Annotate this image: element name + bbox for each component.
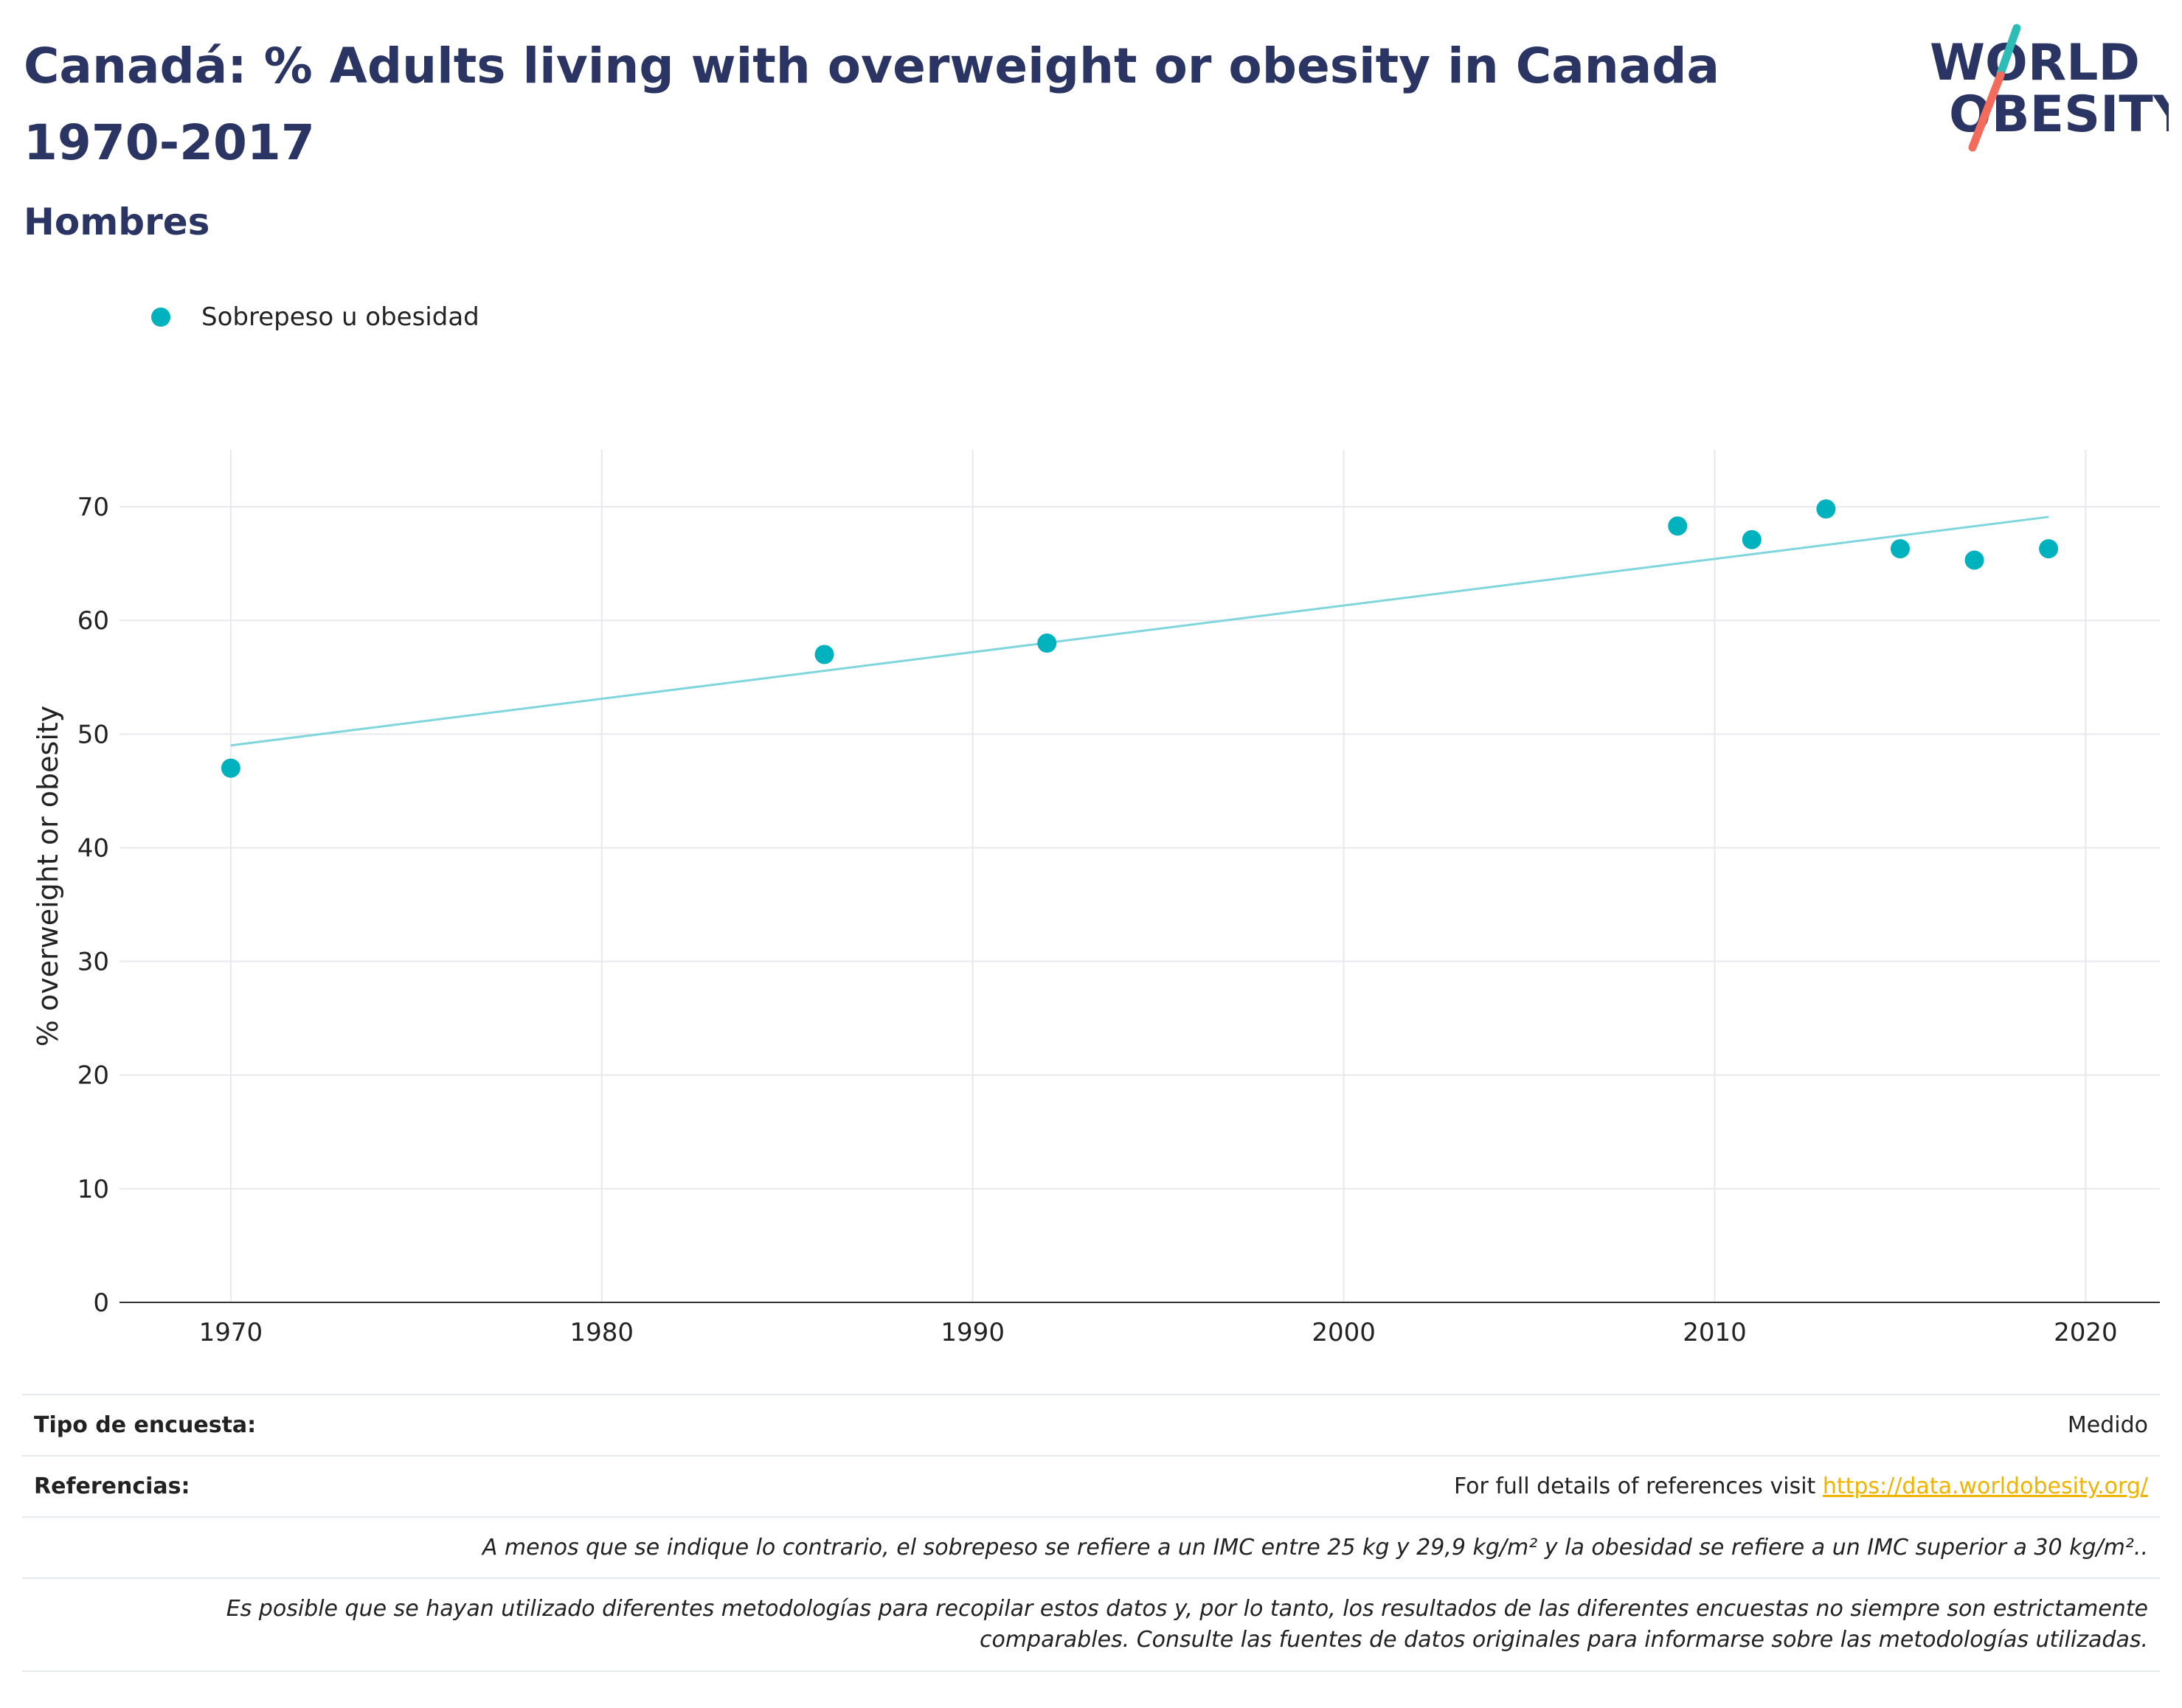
references-link[interactable]: https://data.worldobesity.org/ [1822,1473,2148,1499]
data-point [1816,499,1836,519]
data-point [2039,539,2059,559]
bmi-note: A menos que se indique lo contrario, el … [482,1534,2148,1561]
y-tick-label: 40 [77,833,109,863]
methodology-note-row: Es posible que se hayan utilizado difere… [22,1577,2160,1672]
methodology-note-line1: Es posible que se hayan utilizado difere… [226,1596,2148,1622]
legend-label: Sobrepeso u obesidad [201,302,479,332]
methodology-note: Es posible que se hayan utilizado difere… [34,1594,2148,1656]
x-tick-label: 2020 [2054,1318,2118,1347]
data-point [1742,530,1762,549]
y-axis-label: % overweight or obesity [32,706,64,1047]
survey-type-label: Tipo de encuesta: [34,1412,257,1438]
references-value: For full details of references visit htt… [1454,1473,2148,1499]
y-tick-label: 10 [77,1175,109,1204]
y-tick-label: 20 [77,1061,109,1091]
y-tick-label: 60 [77,606,109,636]
data-point [1964,550,1984,570]
chart-subtitle: Hombres [24,201,210,243]
data-point [221,758,240,778]
y-tick-label: 50 [77,720,109,749]
legend-marker [151,308,170,327]
data-point [1890,539,1910,559]
data-points [221,499,2059,778]
chart-legend: Sobrepeso u obesidad [151,295,479,339]
logo-slash-coral [1968,71,2005,152]
x-tick-label: 2000 [1312,1318,1376,1347]
trendline-group [230,515,2049,747]
chart-footer: Tipo de encuesta: Medido Referencias: Fo… [22,1394,2160,1672]
scatter-chart: 0 10 20 30 40 50 60 70 1970 1980 1990 2000 2010 2020%… [32,450,2160,1347]
data-point [814,645,834,664]
x-tick-label: 1980 [570,1318,634,1347]
references-text: For full details of references visit [1453,1473,1823,1499]
logo-slash-teal [1996,24,2021,78]
x-tick-label: 1990 [941,1318,1005,1347]
gridlines [120,450,2160,1302]
y-tick-label: 30 [77,948,109,977]
bmi-note-row: A menos que se indique lo contrario, el … [22,1516,2160,1577]
survey-type-row: Tipo de encuesta: Medido [22,1394,2160,1455]
y-tick-label: 0 [93,1288,109,1318]
trendline [230,515,2049,747]
logo-word-world: WORLD [1930,34,2140,92]
world-obesity-logo: WORLD OBESITY [1930,24,2169,152]
y-tick-label: 70 [77,493,109,522]
data-point [1668,516,1688,536]
page-title: Canadá: % Adults living with overweight … [24,38,1720,171]
survey-type-value: Medido [2067,1412,2148,1438]
references-row: Referencias: For full details of referen… [22,1455,2160,1516]
x-tick-label: 2010 [1683,1318,1747,1347]
references-label: Referencias: [34,1473,190,1499]
data-point [1037,633,1057,653]
x-tick-label: 1970 [199,1318,263,1347]
axes: 0 10 20 30 40 50 60 70 1970 1980 1990 2000 2010 2020%… [32,493,2160,1347]
methodology-note-line2: comparables. Consulte las fuentes de dat… [979,1627,2148,1653]
